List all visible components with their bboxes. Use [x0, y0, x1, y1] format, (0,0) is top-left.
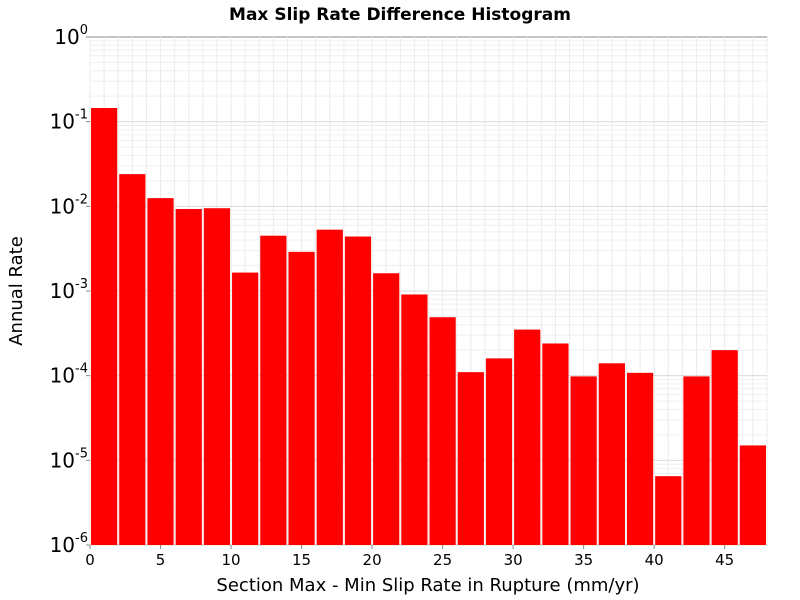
y-tick-label: 10-3	[50, 277, 88, 303]
bars-group	[91, 108, 766, 546]
histogram-bar	[175, 209, 202, 545]
grid-lines	[89, 37, 768, 546]
histogram-bar	[232, 272, 259, 545]
histogram-bar	[119, 174, 146, 545]
chart-title: Max Slip Rate Difference Histogram	[229, 5, 571, 25]
x-tick-label: 35	[574, 551, 593, 569]
histogram-bar	[316, 229, 343, 545]
histogram-bar	[457, 372, 484, 545]
histogram-bar	[429, 317, 456, 545]
y-tick-label: 10-2	[50, 192, 88, 218]
histogram-bar	[655, 476, 682, 545]
x-tick-label: 30	[504, 551, 523, 569]
histogram-bar	[739, 445, 766, 545]
x-tick-label: 15	[292, 551, 311, 569]
histogram-bar	[203, 208, 231, 545]
y-axis-label: Annual Rate	[6, 236, 27, 346]
histogram-bar	[683, 376, 710, 545]
histogram-bar	[570, 376, 597, 545]
y-tick-label: 10-4	[50, 362, 88, 388]
histogram-bar	[373, 273, 400, 545]
y-tick-label: 100	[54, 23, 88, 49]
x-axis-label: Section Max - Min Slip Rate in Rupture (…	[216, 575, 639, 596]
histogram-bar	[711, 350, 738, 545]
y-tick-label: 10-6	[50, 531, 88, 557]
y-tick-label: 10-5	[50, 446, 88, 472]
histogram-bar	[401, 294, 428, 545]
x-tick-label: 40	[645, 551, 664, 569]
histogram-bar	[485, 358, 513, 545]
histogram-bar	[344, 236, 372, 546]
x-tick-label: 25	[433, 551, 452, 569]
x-axis-ticks: 0 5 10 15 20 25 30 35 40 45	[85, 545, 734, 569]
x-tick-label: 5	[156, 551, 166, 569]
y-axis-ticks: 100 10-1 10-2 10-3 10-4 10-5 10-6	[50, 23, 90, 557]
histogram-bar	[626, 372, 654, 545]
histogram-bar	[598, 363, 625, 545]
histogram-bar	[514, 329, 541, 545]
x-tick-label: 20	[363, 551, 382, 569]
histogram-bar	[288, 251, 315, 546]
histogram-bar	[91, 108, 118, 545]
x-tick-label: 0	[85, 551, 95, 569]
x-tick-label: 45	[715, 551, 734, 569]
x-tick-label: 10	[221, 551, 240, 569]
histogram-bar	[147, 198, 174, 545]
y-tick-label: 10-1	[50, 108, 88, 134]
histogram-bar	[260, 235, 287, 545]
histogram-bar	[542, 343, 569, 545]
